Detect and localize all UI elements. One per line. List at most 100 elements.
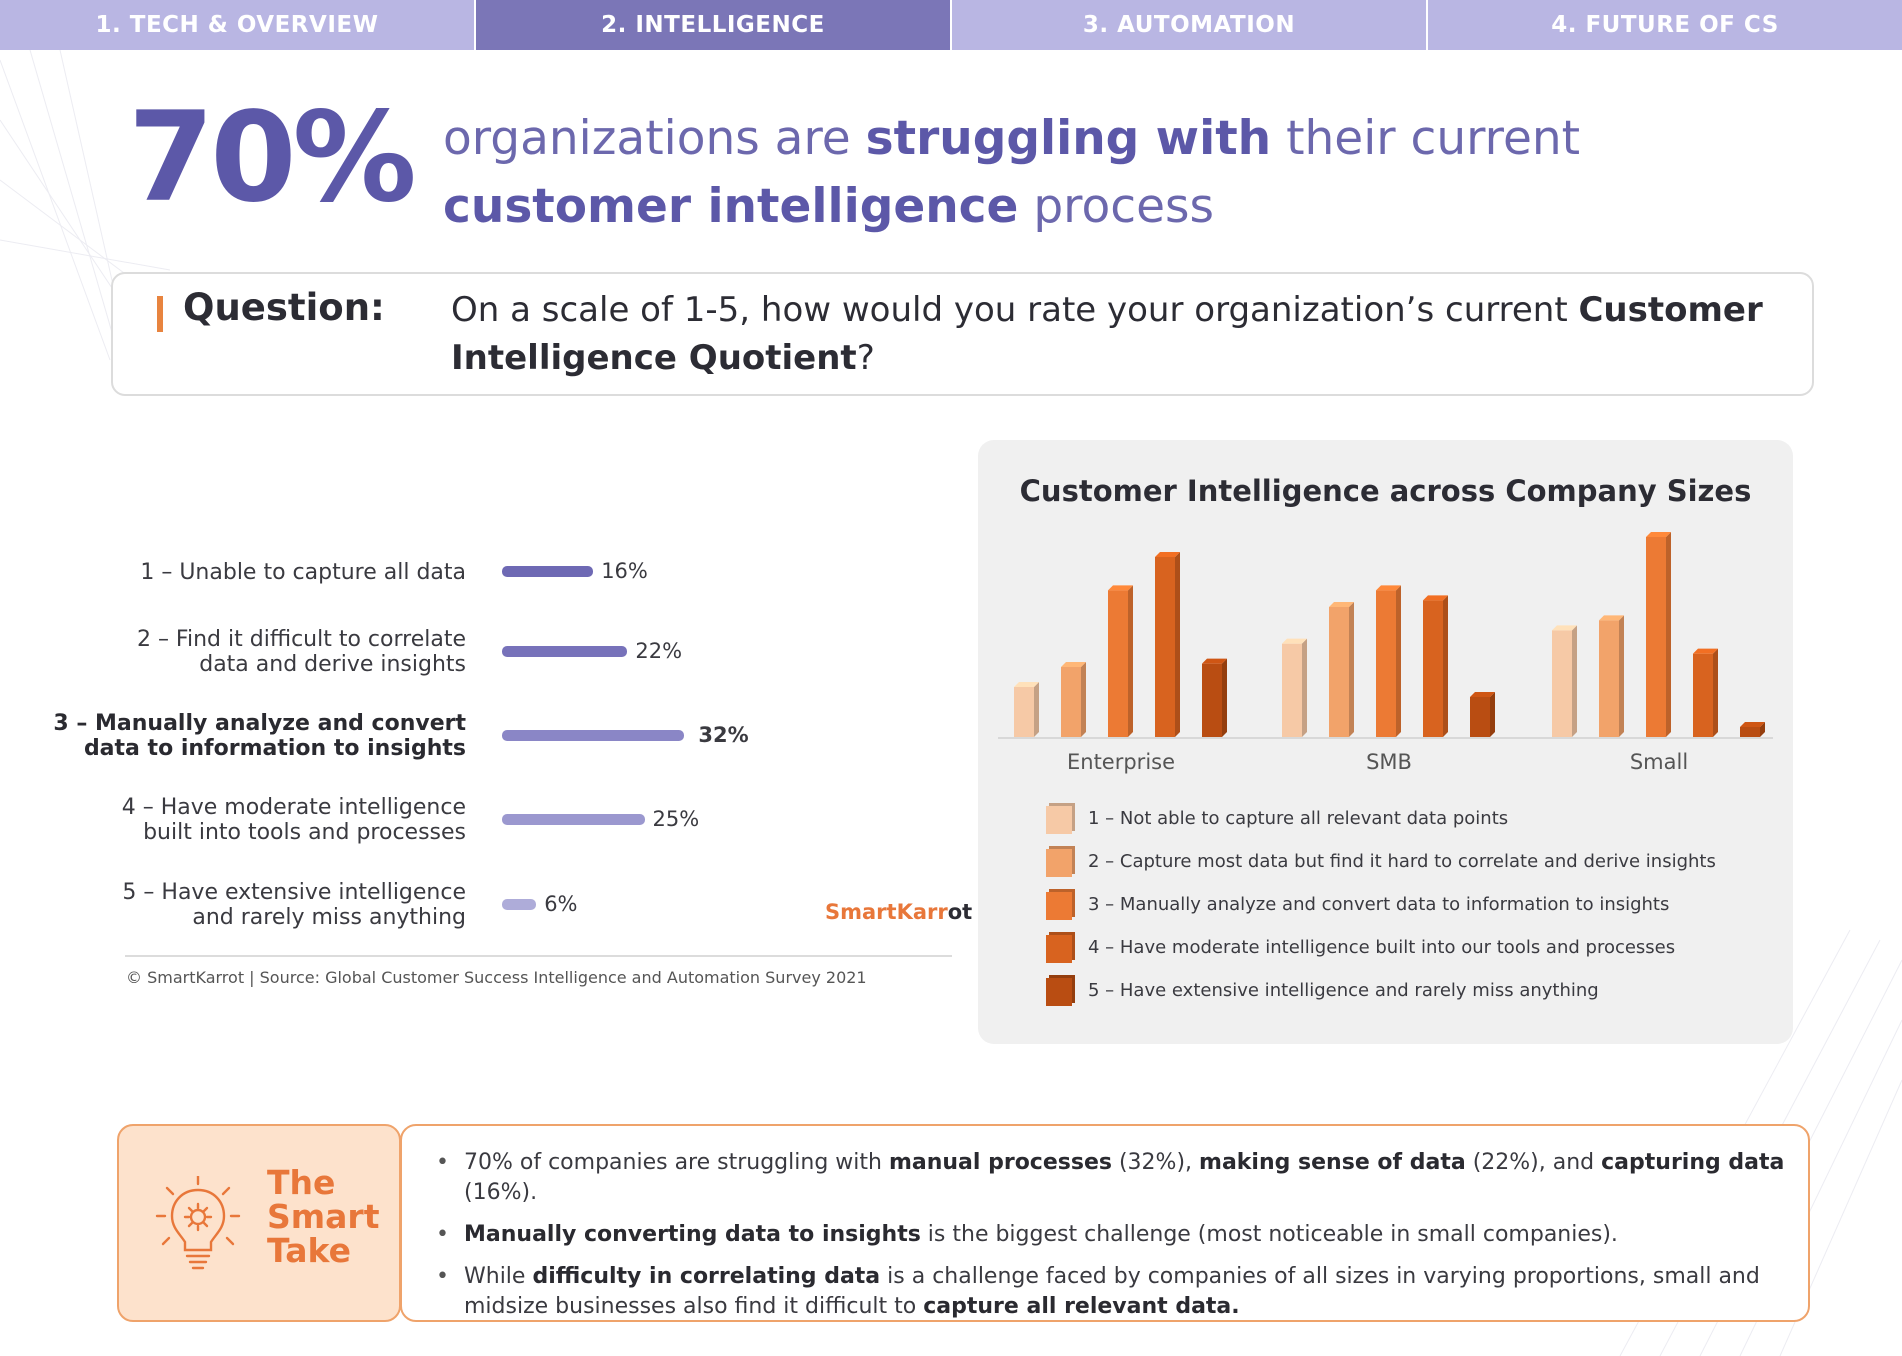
smart-take-badge: The Smart Take <box>117 1124 401 1322</box>
bar-top-face <box>1693 648 1718 654</box>
legend-swatch <box>1046 892 1072 920</box>
bar-value-label: 6% <box>544 892 578 916</box>
bar-front-face <box>1155 557 1175 737</box>
headline-part: organizations are <box>443 111 866 166</box>
bullet-emphasis: capturing data <box>1601 1150 1785 1175</box>
bar-front-face <box>1599 620 1619 737</box>
bar-side-face <box>1713 648 1718 737</box>
legend-label: 5 – Have extensive intelligence and rare… <box>1088 980 1599 1001</box>
bullet-emphasis: manual processes <box>888 1150 1112 1175</box>
bar-top-face <box>1646 532 1671 537</box>
bar-front-face <box>1693 653 1713 737</box>
bar-side-face <box>1490 692 1495 737</box>
bar-side-face <box>1666 532 1671 737</box>
tab-automation[interactable]: 3. AUTOMATION <box>952 0 1428 50</box>
bar-side-face <box>1175 552 1180 737</box>
company-size-bar-chart: Enterprise SMB Small <box>998 532 1773 774</box>
company-size-bar <box>1693 648 1718 737</box>
headline-stat: 70% <box>128 86 417 230</box>
question-text-part: ? <box>856 338 875 378</box>
company-size-bar <box>1552 625 1577 737</box>
legend-label: 3 – Manually analyze and convert data to… <box>1088 894 1670 915</box>
smart-take-title-line: Take <box>267 1231 351 1270</box>
bullet-emphasis: Manually converting data to insights <box>464 1222 921 1247</box>
category-axis-label: Enterprise <box>1067 750 1175 774</box>
bar-top-face <box>1061 662 1086 667</box>
company-size-bar <box>1646 532 1671 737</box>
smartkarrot-logo: SmartKarrot <box>825 900 972 924</box>
bar-side-face <box>1349 602 1354 737</box>
bar-category-label: 4 – Have moderate intelligence built into… <box>121 795 466 845</box>
company-size-bar <box>1470 692 1495 737</box>
category-axis-label: Small <box>1630 750 1688 774</box>
company-size-chart-panel: Customer Intelligence across Company Siz… <box>978 440 1793 1044</box>
bar-category-label: 1 – Unable to capture all data <box>140 559 466 585</box>
bar-top-face <box>1599 615 1624 621</box>
tab-tech-overview[interactable]: 1. TECH & OVERVIEW <box>0 0 476 50</box>
company-size-bar <box>1202 658 1227 737</box>
bar-top-face <box>1552 625 1577 631</box>
smart-take-bullet: While difficulty in correlating data is … <box>434 1262 1794 1322</box>
bar-top-face <box>1376 585 1401 591</box>
source-note: © SmartKarrot | Source: Global Customer … <box>126 968 867 987</box>
tab-intelligence[interactable]: 2. INTELLIGENCE <box>476 0 952 50</box>
legend-swatch <box>1046 849 1072 877</box>
bullet-text: 70% of companies are struggling with <box>464 1150 889 1175</box>
company-size-bar <box>1282 638 1307 737</box>
company-size-bar <box>1329 602 1354 737</box>
bar-front-face <box>1646 537 1666 737</box>
smart-take-content: 70% of companies are struggling with man… <box>400 1124 1810 1322</box>
bar-side-face <box>1302 638 1307 737</box>
smart-take-title: The Smart Take <box>267 1166 387 1268</box>
headline-part: process <box>1018 179 1214 234</box>
bar-side-face <box>1443 595 1448 737</box>
bar-value-label: 32% <box>698 723 749 747</box>
company-size-bar <box>1014 682 1039 737</box>
bar-category-label: 2 – Find it difficult to correlate data a… <box>136 627 466 677</box>
bullet-text: (16%). <box>464 1180 538 1205</box>
smart-take-bullet: 70% of companies are struggling with man… <box>434 1148 1794 1208</box>
bar-front-face <box>1470 697 1490 737</box>
bar-value-label: 16% <box>601 559 648 583</box>
bar-top-face <box>1202 658 1227 664</box>
bar-front-face <box>1282 643 1302 737</box>
bar-side-face <box>1396 585 1401 737</box>
bullet-text: (32%), <box>1111 1150 1200 1175</box>
legend-swatch <box>1046 935 1072 963</box>
logo-text-b: ot <box>947 900 973 924</box>
bar-top-face <box>1014 682 1039 687</box>
company-size-bar <box>1108 585 1133 737</box>
headline-emphasis: customer intelligence <box>443 179 1019 234</box>
smart-take-title-line: Smart <box>267 1197 380 1236</box>
headline-emphasis: struggling with <box>865 111 1272 166</box>
bar-side-face <box>1081 662 1086 737</box>
bullet-text: is the biggest challenge (most noticeabl… <box>920 1222 1618 1247</box>
bullet-text: (22%), and <box>1465 1150 1602 1175</box>
bar-front-face <box>1061 667 1081 737</box>
company-size-bar <box>1376 585 1401 737</box>
company-size-bar <box>1423 595 1448 737</box>
rating-bar <box>502 646 628 657</box>
tab-future-of-cs[interactable]: 4. FUTURE OF CS <box>1428 0 1902 50</box>
bar-side-face <box>1572 625 1577 737</box>
bar-front-face <box>1423 600 1443 737</box>
bar-value-label: 25% <box>652 807 700 831</box>
bar-top-face <box>1740 722 1765 727</box>
rating-bar <box>502 730 685 741</box>
bullet-emphasis: capture all relevant data. <box>923 1294 1240 1319</box>
bar-top-face <box>1282 638 1307 644</box>
bar-front-face <box>1552 630 1572 737</box>
chart-divider <box>125 955 952 957</box>
company-size-bar <box>1599 615 1624 737</box>
legend-label: 2 – Capture most data but find it hard t… <box>1088 851 1716 872</box>
headline-text: organizations are struggling with their … <box>443 105 1763 241</box>
bar-side-face <box>1034 682 1039 737</box>
category-axis-label: SMB <box>1366 750 1412 774</box>
rating-bar <box>502 566 594 577</box>
question-accent-bar <box>157 296 163 332</box>
bullet-text: While <box>464 1264 533 1289</box>
legend-swatch <box>1046 806 1072 834</box>
bar-category-label: 3 – Manually analyze and convert data to … <box>53 711 466 761</box>
chart-title: Customer Intelligence across Company Siz… <box>1019 474 1752 508</box>
bar-top-face <box>1423 595 1448 601</box>
